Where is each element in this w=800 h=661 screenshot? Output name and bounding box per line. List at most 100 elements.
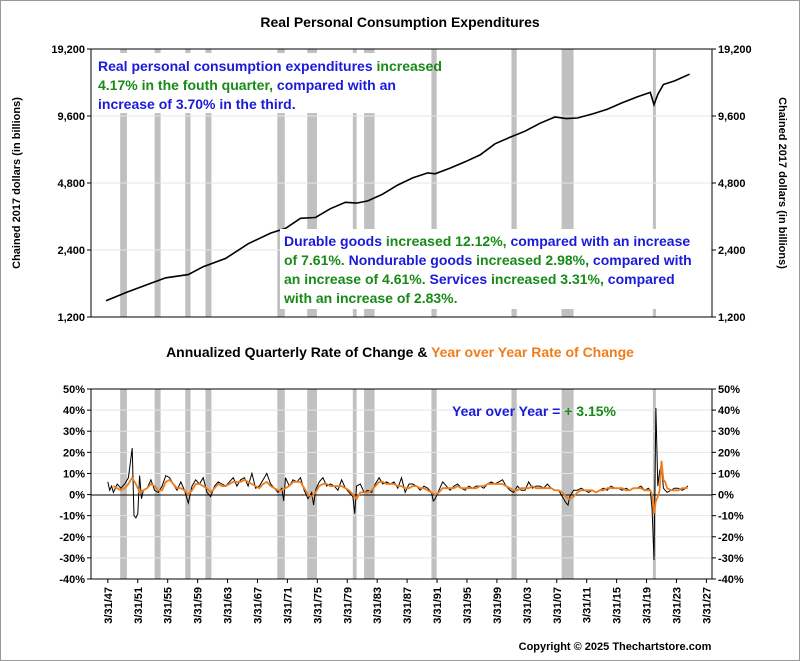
bottom-y-ticks: -40% -40% -30% -30% -20% -20% -10% -10% 0% 0% 10% 1… xyxy=(59,384,744,586)
annotation-segment: Nondurable goods xyxy=(349,252,477,268)
top-tick-label-right: 2,400 xyxy=(718,245,746,257)
bottom-title-part: Year over Year Rate of Change xyxy=(431,344,634,360)
annotation-segment: of 7.61%. xyxy=(284,252,349,268)
bottom-tick-label-right: -30% xyxy=(718,553,744,565)
top-y-ticks: 1,200 1,200 2,400 2,400 4,800 4,800 9,600 9,600… xyxy=(51,44,751,324)
annotation-yoy: Year over Year = + 3.15% xyxy=(452,403,617,419)
bottom-tick-label-left: 40% xyxy=(63,405,85,417)
bottom-tick-label-left: 30% xyxy=(63,426,85,438)
recession-band-bottom xyxy=(307,389,317,579)
annotation-segment: increased 2.98%, xyxy=(476,252,593,268)
bottom-tick-label-left: -40% xyxy=(59,574,85,586)
pce-level-line xyxy=(105,73,690,302)
annotation-pce-summary: Real personal consumption expenditures i… xyxy=(95,53,442,113)
annotation-segment: increased xyxy=(377,58,442,74)
top-ylabel-left: Chained 2017 dollars (in billions) xyxy=(11,97,23,269)
annotation-segment: with an increase of 2.83%. xyxy=(283,290,458,306)
bottom-tick-label-left: -20% xyxy=(59,532,85,544)
annotation-segment: compared with an xyxy=(277,77,396,93)
recession-band-bottom xyxy=(511,389,517,579)
bottom-tick-label-right: 0% xyxy=(718,490,734,502)
bottom-tick-label-right: 20% xyxy=(718,447,740,459)
bottom-tick-label-right: 40% xyxy=(718,405,740,417)
recession-band-bottom xyxy=(185,389,191,579)
bottom-tick-label-right: 50% xyxy=(718,384,740,396)
top-chart-title: Real Personal Consumption Expenditures xyxy=(260,14,539,30)
x-tick-label: 3/31/99 xyxy=(492,587,504,624)
bottom-tick-label-left: 20% xyxy=(63,447,85,459)
annotation-line: 4.17% in the fouth quarter, compared wit… xyxy=(98,77,396,93)
annotation-goods-services: Durable goods increased 12.12%, compared… xyxy=(280,229,710,309)
recession-band-bottom xyxy=(561,389,574,579)
yoy-rate-series xyxy=(112,460,688,514)
recession-band-bottom xyxy=(364,389,375,579)
bottom-tick-label-left: 0% xyxy=(69,490,85,502)
bottom-chart-title: Annualized Quarterly Rate of Change & Ye… xyxy=(166,344,634,360)
annotation-bg xyxy=(280,229,710,309)
recession-band-bottom xyxy=(205,389,212,579)
x-tick-label: 3/31/75 xyxy=(312,587,324,624)
yoy-rate-line xyxy=(112,460,688,514)
x-tick-label: 3/31/07 xyxy=(552,587,564,624)
annotation-segment: compared xyxy=(608,271,675,287)
x-tick-label: 3/31/67 xyxy=(252,587,264,624)
top-tick-label-left: 19,200 xyxy=(51,44,85,56)
annotation-segment: increase of 3.70% in the third. xyxy=(98,96,296,112)
x-tick-label: 3/31/63 xyxy=(223,587,235,624)
x-tick-label: 3/31/71 xyxy=(282,587,294,624)
recession-band-bottom xyxy=(352,389,357,579)
top-tick-label-right: 1,200 xyxy=(718,312,746,324)
bottom-x-ticks: 3/31/47 3/31/51 3/31/55 3/31/59 3/31/63 3/31/… xyxy=(103,579,713,624)
recession-band-bottom xyxy=(120,389,127,579)
x-tick-label: 3/31/59 xyxy=(193,587,205,624)
bottom-tick-label-right: -10% xyxy=(718,511,744,523)
top-tick-label-right: 4,800 xyxy=(718,178,746,190)
annotation-line: of 7.61%. Nondurable goods increased 2.9… xyxy=(284,252,692,268)
annotation-segment: increased 3.31%, xyxy=(491,271,608,287)
x-tick-label: 3/31/55 xyxy=(163,587,175,624)
bottom-tick-label-left: -30% xyxy=(59,553,85,565)
annotation-segment: increased 12.12%, xyxy=(386,233,511,249)
x-tick-label: 3/31/47 xyxy=(103,587,115,624)
copyright: Copyright © 2025 Thechartstore.com xyxy=(519,641,712,653)
bottom-title-part: Annualized Quarterly Rate of Change & xyxy=(166,344,431,360)
bottom-tick-label-right: -40% xyxy=(718,574,744,586)
annotation-segment: Year over Year = xyxy=(452,403,564,419)
recession-band-bottom xyxy=(652,389,656,579)
bottom-plot-frame xyxy=(90,388,713,580)
bottom-tick-label-left: 50% xyxy=(63,384,85,396)
annotation-line: with an increase of 2.83%. xyxy=(283,290,458,306)
bottom-tick-label-right: -20% xyxy=(718,532,744,544)
annotation-segment: Services xyxy=(430,271,492,287)
top-tick-label-left: 2,400 xyxy=(57,245,85,257)
x-tick-label: 3/31/91 xyxy=(432,587,444,624)
annotation-segment: compared with an increase xyxy=(510,233,690,249)
x-tick-label: 3/31/23 xyxy=(671,587,683,624)
x-tick-label: 3/31/27 xyxy=(701,587,713,624)
annotation-segment: Durable goods xyxy=(284,233,386,249)
x-tick-label: 3/31/15 xyxy=(612,587,624,624)
bottom-title-text: Annualized Quarterly Rate of Change & Ye… xyxy=(166,344,634,360)
annotation-segment: + 3.15% xyxy=(564,403,616,419)
top-tick-label-left: 9,600 xyxy=(57,111,85,123)
annotation-line: increase of 3.70% in the third. xyxy=(98,96,296,112)
top-tick-label-right: 9,600 xyxy=(718,111,746,123)
annotation-line: Real personal consumption expenditures i… xyxy=(98,58,442,74)
bottom-recession-bands xyxy=(120,389,656,579)
x-tick-label: 3/31/11 xyxy=(582,587,594,623)
annotation-bg xyxy=(95,53,413,113)
annotation-segment: an increase of 4.61%. xyxy=(284,271,430,287)
recession-band-bottom xyxy=(277,389,285,579)
x-tick-label: 3/31/87 xyxy=(402,587,414,624)
bottom-tick-label-right: 10% xyxy=(718,468,740,480)
quarterly-rate-series xyxy=(107,407,689,561)
bottom-tick-label-left: 10% xyxy=(63,468,85,480)
x-tick-label: 3/31/79 xyxy=(342,587,354,624)
top-tick-label-left: 1,200 xyxy=(57,312,85,324)
top-series-line xyxy=(105,73,690,302)
annotation-segment: Real personal consumption expenditures xyxy=(98,58,377,74)
bottom-tick-label-right: 30% xyxy=(718,426,740,438)
annotation-line: Durable goods increased 12.12%, compared… xyxy=(284,233,690,249)
